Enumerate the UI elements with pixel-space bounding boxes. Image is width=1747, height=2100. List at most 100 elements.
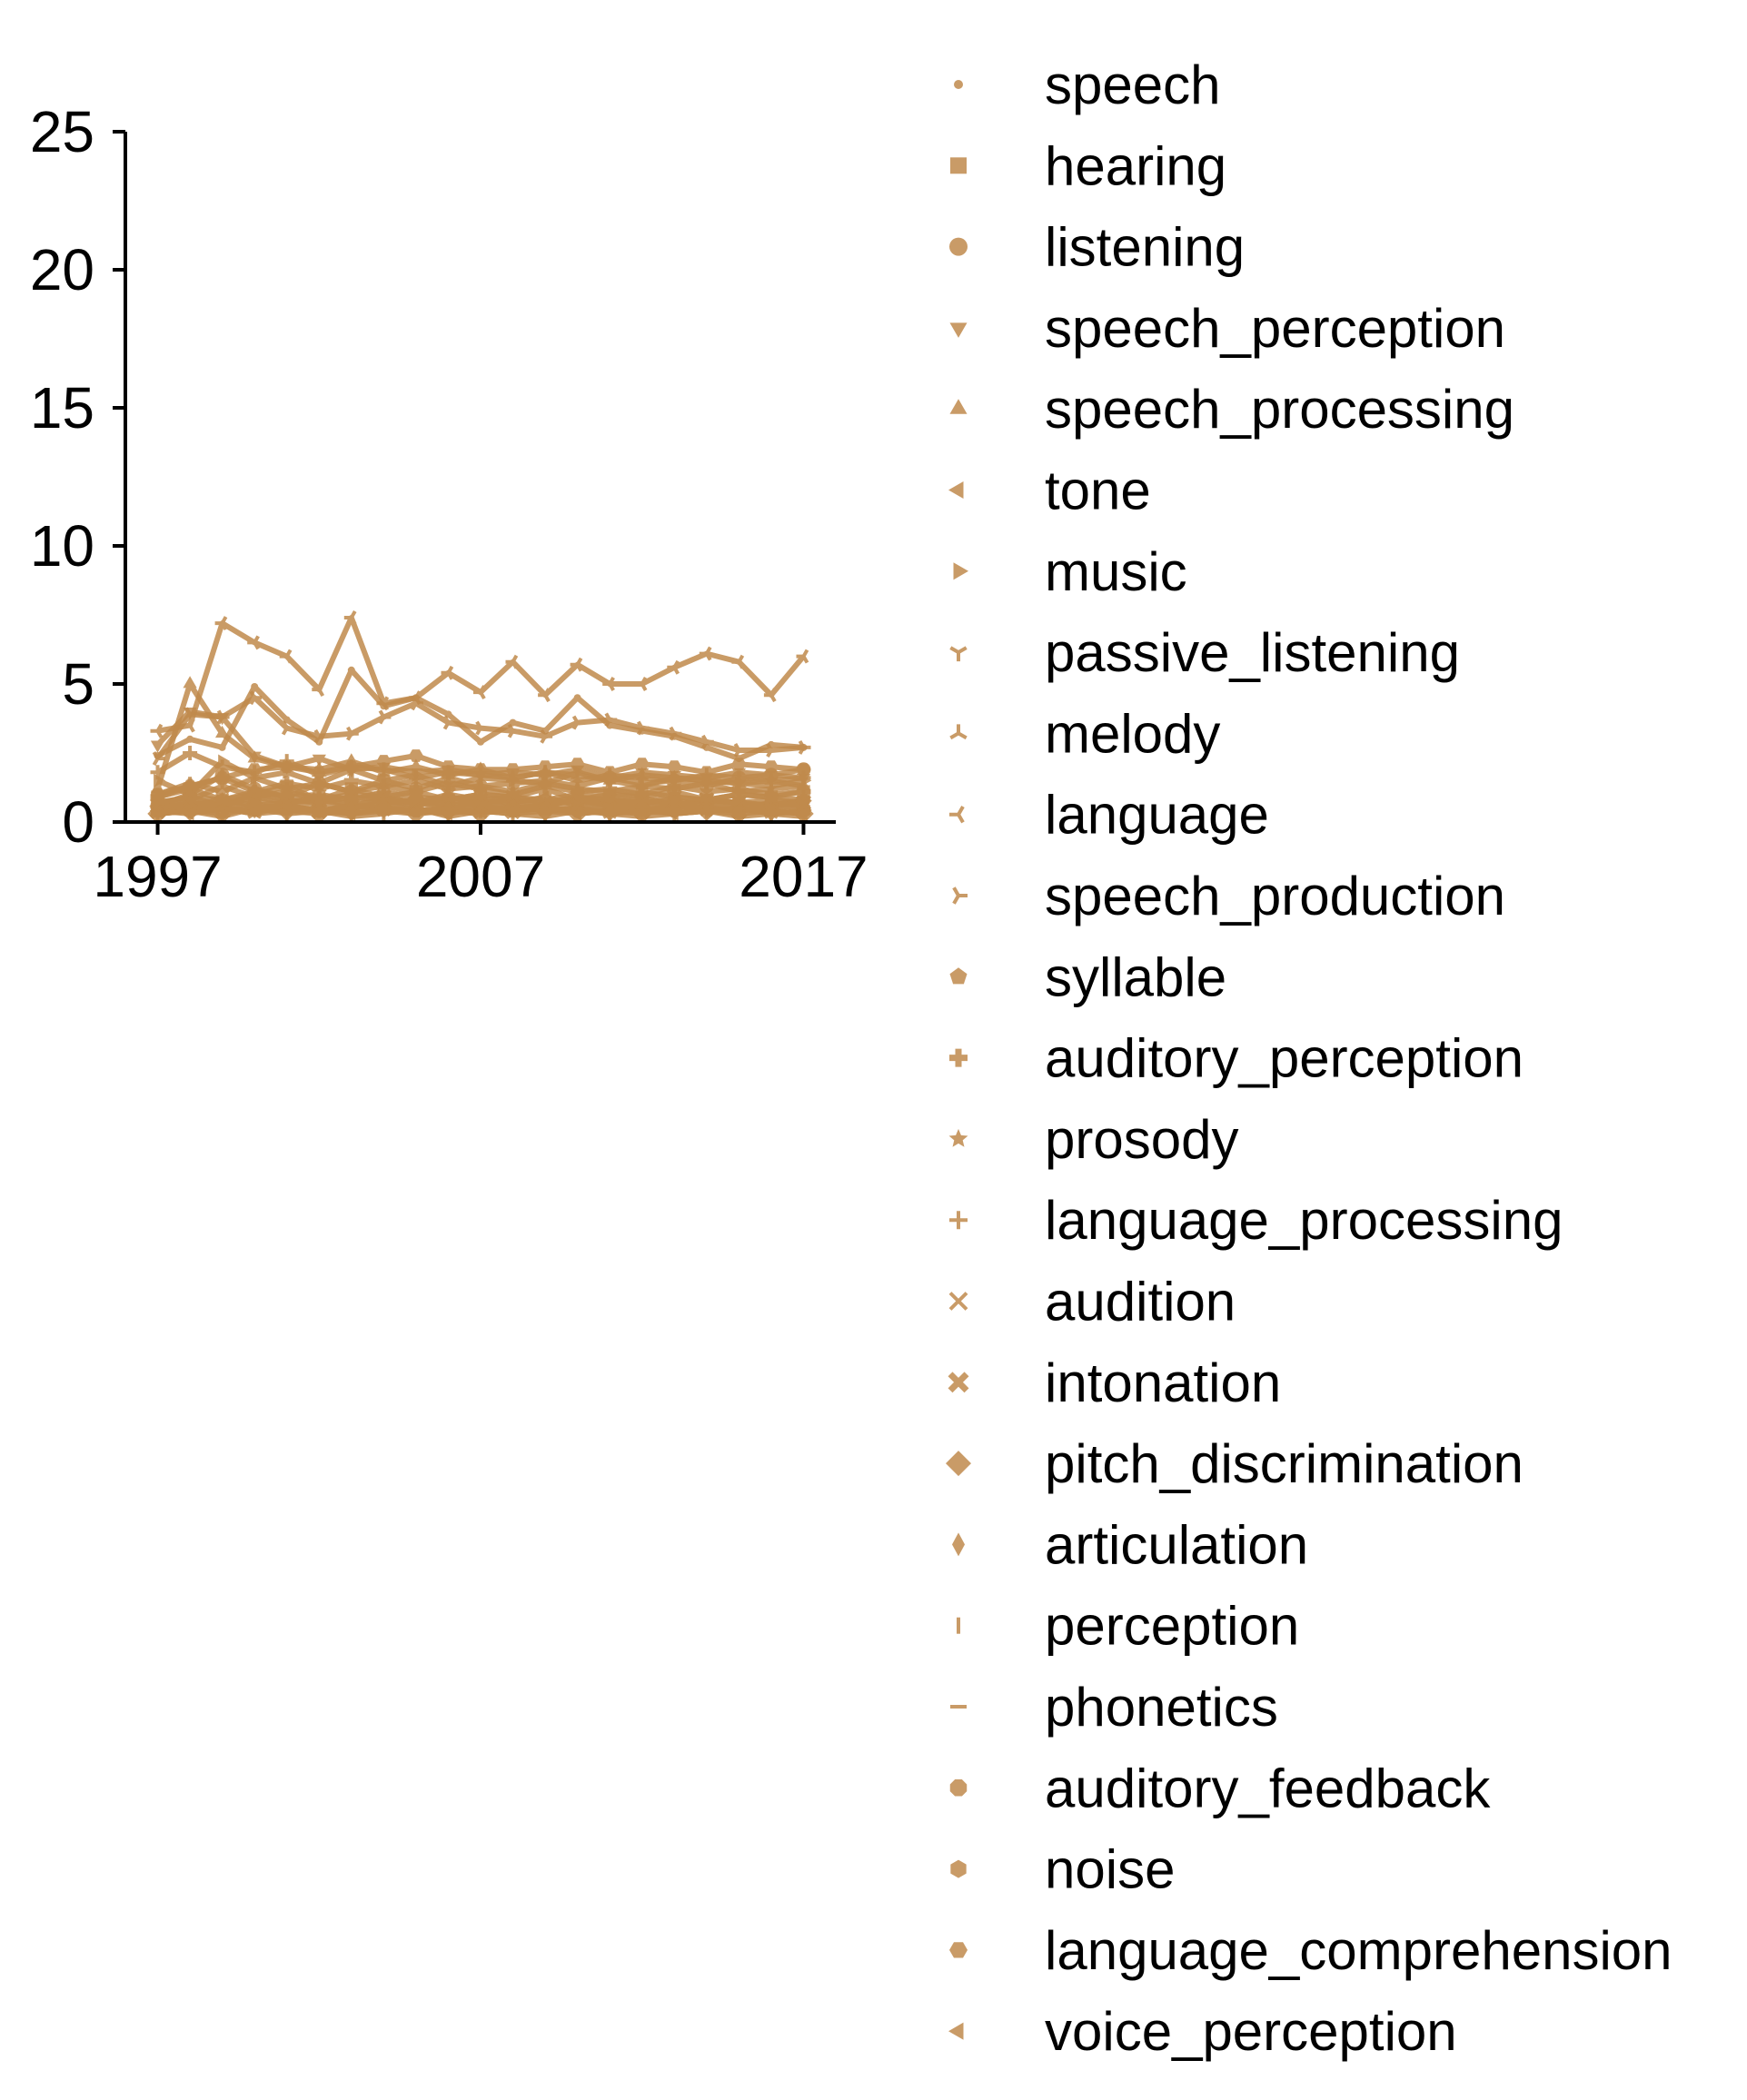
- legend-marker: [950, 157, 967, 174]
- data-point: [442, 715, 456, 730]
- data-point: [763, 804, 776, 818]
- legend-item-pitch_discrimination: pitch_discrimination: [946, 1433, 1524, 1494]
- data-point: [376, 696, 390, 711]
- legend-marker: [949, 1211, 968, 1230]
- data-point: [731, 770, 747, 786]
- legend-label: listening: [1045, 217, 1245, 278]
- data-point: [251, 683, 259, 690]
- legend-item-speech: speech: [954, 54, 1220, 115]
- series-language: [150, 610, 809, 738]
- legend-marker: [948, 2022, 964, 2040]
- legend-item-auditory_feedback: auditory_feedback: [949, 1758, 1491, 1818]
- data-point: [667, 760, 682, 774]
- data-point: [150, 788, 165, 801]
- legend-label: speech_processing: [1045, 379, 1514, 440]
- data-point: [441, 665, 454, 680]
- data-point: [149, 804, 162, 818]
- data-point: [603, 789, 617, 805]
- legend-label: audition: [1045, 1272, 1236, 1332]
- data-point: [182, 807, 194, 821]
- legend-label: language: [1045, 785, 1269, 846]
- data-point: [505, 763, 521, 777]
- legend-marker: [954, 80, 963, 89]
- data-point: [473, 685, 486, 700]
- data-point: [570, 657, 583, 672]
- data-point: [763, 688, 777, 703]
- data-point: [475, 720, 488, 736]
- data-point: [731, 654, 745, 669]
- data-point: [312, 754, 326, 767]
- y-tick-label: 0: [62, 789, 94, 855]
- x-tick-label: 2017: [739, 844, 868, 909]
- legend-marker: [949, 322, 968, 338]
- legend-label: auditory_perception: [1045, 1028, 1524, 1089]
- legend-marker: [949, 967, 968, 985]
- data-point: [281, 720, 294, 736]
- series-language_comprehension: [150, 749, 811, 801]
- data-point: [376, 755, 392, 768]
- legend-item-music: music: [953, 541, 1187, 602]
- data-point: [796, 649, 809, 664]
- legend-marker: [949, 1048, 968, 1067]
- data-point: [634, 677, 648, 691]
- data-point: [411, 696, 423, 711]
- data-point: [313, 728, 327, 744]
- legend-item-hearing: hearing: [950, 135, 1226, 196]
- data-point: [247, 635, 260, 650]
- data-point: [474, 787, 487, 802]
- data-point: [505, 654, 519, 669]
- data-point: [214, 616, 228, 631]
- data-point: [377, 784, 391, 799]
- data-point: [733, 743, 747, 758]
- data-point: [731, 758, 747, 771]
- data-point: [602, 677, 615, 691]
- data-point: [473, 763, 488, 777]
- data-point: [795, 807, 808, 821]
- data-point: [764, 789, 778, 805]
- data-point: [635, 784, 649, 799]
- legend-item-articulation: articulation: [952, 1514, 1308, 1575]
- data-point: [183, 779, 198, 793]
- legend-item-tone: tone: [948, 461, 1151, 521]
- legend-item-speech_perception: speech_perception: [949, 298, 1505, 359]
- data-point: [312, 766, 327, 779]
- data-point: [732, 787, 746, 802]
- legend-marker: [949, 1779, 968, 1797]
- data-point: [571, 715, 585, 730]
- legend-label: speech_perception: [1045, 298, 1505, 359]
- legend-label: pitch_discrimination: [1045, 1433, 1524, 1494]
- legend-label: prosody: [1045, 1109, 1238, 1170]
- legend-label: syllable: [1045, 946, 1226, 1007]
- legend-marker: [946, 1451, 971, 1477]
- legend-marker: [952, 1532, 965, 1557]
- data-point: [183, 676, 197, 688]
- data-point: [343, 610, 357, 625]
- data-point: [601, 804, 614, 818]
- data-point: [214, 725, 230, 738]
- data-point: [569, 807, 581, 821]
- data-point: [183, 746, 198, 760]
- legend-marker: [949, 724, 968, 740]
- legend-label: articulation: [1045, 1514, 1308, 1575]
- legend-item-language_comprehension: language_comprehension: [949, 1920, 1673, 1981]
- x-tick-label: 2007: [416, 844, 545, 909]
- y-tick-label: 25: [30, 99, 94, 164]
- data-point: [537, 798, 550, 813]
- data-point: [700, 792, 713, 807]
- data-point: [798, 739, 811, 755]
- data-point: [699, 784, 714, 799]
- legend-item-melody: melody: [949, 703, 1220, 764]
- legend-item-audition: audition: [948, 1272, 1236, 1332]
- y-tick-label: 10: [30, 513, 94, 579]
- legend-item-auditory_perception: auditory_perception: [949, 1028, 1524, 1089]
- data-point: [375, 801, 388, 816]
- data-point: [409, 789, 422, 805]
- data-point: [313, 793, 324, 813]
- legend-item-speech_processing: speech_processing: [949, 379, 1514, 440]
- legend-item-syllable: syllable: [949, 946, 1226, 1007]
- data-point: [540, 728, 553, 744]
- legend-label: music: [1045, 541, 1187, 602]
- legend-label: phonetics: [1045, 1677, 1278, 1738]
- legend-label: passive_listening: [1045, 622, 1460, 683]
- data-point: [279, 649, 293, 664]
